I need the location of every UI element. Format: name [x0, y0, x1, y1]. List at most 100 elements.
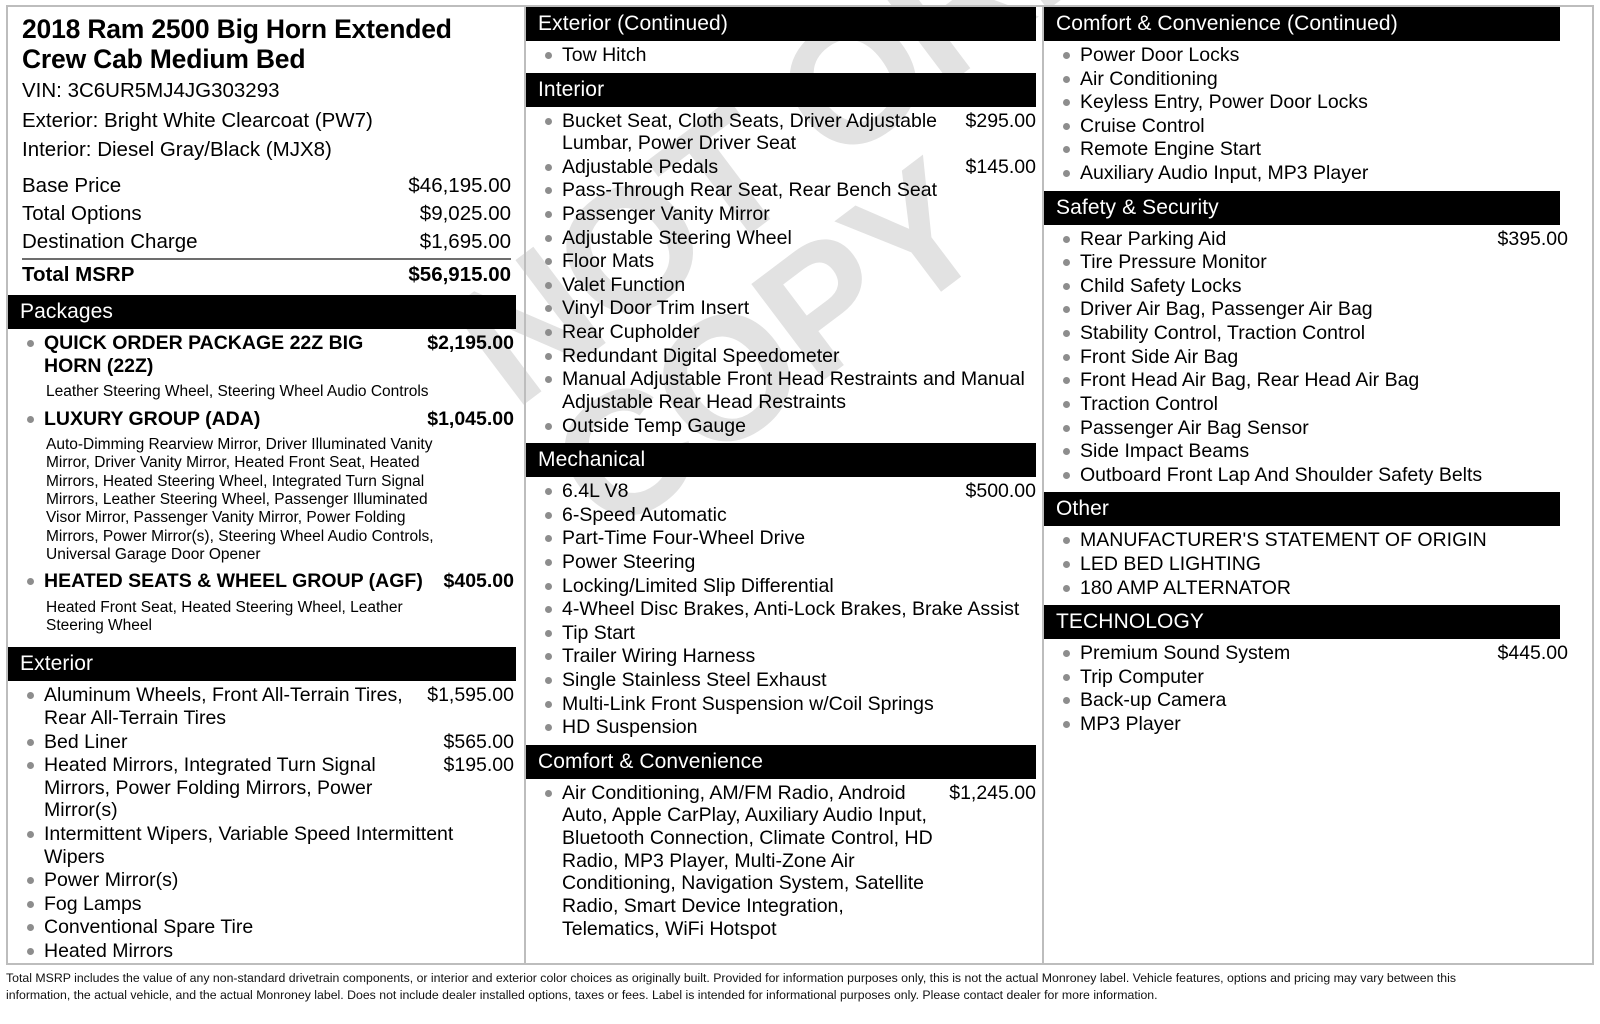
list-item: Passenger Vanity Mirror — [526, 203, 1042, 226]
item-price: $1,045.00 — [427, 407, 514, 430]
safety-security-list: Rear Parking Aid $395.00 Tire Pressure Mon… — [1044, 228, 1590, 487]
list-item: 6.4L V8 $500.00 — [526, 480, 1042, 503]
item-price: $1,595.00 — [427, 684, 514, 707]
list-item: LUXURY GROUP (ADA) $1,045.00 — [8, 408, 524, 431]
list-item: Intermittent Wipers, Variable Speed Inte… — [8, 823, 524, 868]
item-label: Front Side Air Bag — [1080, 345, 1239, 368]
item-label: Valet Function — [562, 273, 686, 296]
price-value: $46,195.00 — [408, 173, 511, 197]
list-item: 180 AMP ALTERNATOR — [1044, 577, 1590, 600]
list-item: Locking/Limited Slip Differential — [526, 575, 1042, 598]
item-label: Traction Control — [1080, 392, 1218, 415]
list-item: QUICK ORDER PACKAGE 22Z BIG HORN (22Z) $… — [8, 332, 524, 377]
section-header-technology: TECHNOLOGY — [1044, 605, 1560, 640]
vehicle-title: 2018 Ram 2500 Big Horn Extended Crew Cab… — [22, 14, 452, 75]
list-item: Keyless Entry, Power Door Locks — [1044, 91, 1590, 114]
item-label: Keyless Entry, Power Door Locks — [1080, 91, 1368, 114]
list-item: Bed Liner $565.00 — [8, 731, 524, 754]
list-item: Air Conditioning, AM/FM Radio, Android A… — [526, 782, 1042, 940]
item-label: Outboard Front Lap And Shoulder Safety B… — [1080, 463, 1483, 486]
item-label: Outside Temp Gauge — [562, 414, 746, 437]
exterior-list: Aluminum Wheels, Front All-Terrain Tires… — [8, 684, 524, 963]
list-item: LED BED LIGHTING — [1044, 553, 1590, 576]
list-item: Cruise Control — [1044, 115, 1590, 138]
item-label: Remote Engine Start — [1080, 138, 1262, 161]
disclaimer-footer: Total MSRP includes the value of any non… — [6, 970, 1586, 1003]
price-summary-table: Base Price $46,195.00 Total Options $9,0… — [22, 172, 511, 289]
item-label: Tow Hitch — [562, 44, 647, 66]
column-left: 2018 Ram 2500 Big Horn Extended Crew Cab… — [8, 7, 526, 963]
interior-list: Bucket Seat, Cloth Seats, Driver Adjusta… — [526, 110, 1042, 438]
exterior-continued-list: Tow Hitch — [526, 44, 1042, 67]
list-item: Manual Adjustable Front Head Restraints … — [526, 368, 1042, 413]
item-price: $195.00 — [443, 754, 515, 777]
list-item: Stability Control, Traction Control — [1044, 322, 1590, 345]
item-label: 6-Speed Automatic — [562, 503, 727, 526]
item-label: Intermittent Wipers, Variable Speed Inte… — [44, 822, 454, 868]
section-header-comfort-convenience-continued: Comfort & Convenience (Continued) — [1044, 7, 1560, 41]
section-header-other: Other — [1044, 492, 1560, 527]
column-middle: Exterior (Continued) Tow Hitch Interior … — [526, 7, 1044, 963]
item-price: $2,195.00 — [427, 332, 514, 355]
item-label: Power Steering — [562, 550, 696, 573]
item-label: Rear Parking Aid — [1080, 227, 1227, 250]
package-description: Auto-Dimming Rearview Mirror, Driver Ill… — [46, 436, 434, 563]
item-label: Back-up Camera — [1080, 689, 1227, 712]
item-label: Fog Lamps — [44, 892, 142, 915]
item-price: $445.00 — [1497, 642, 1569, 665]
technology-list: Premium Sound System $445.00 Trip Computer… — [1044, 642, 1590, 735]
list-item: Tip Start — [526, 622, 1042, 645]
comfort-convenience-list: Air Conditioning, AM/FM Radio, Android A… — [526, 782, 1042, 963]
item-label: MP3 Player — [1080, 713, 1181, 736]
item-label: 6.4L V8 — [562, 480, 629, 503]
item-price: $1,245.00 — [949, 781, 1036, 804]
item-label: Air Conditioning — [1080, 67, 1218, 90]
price-label: Base Price — [22, 173, 122, 197]
item-label: Trailer Wiring Harness — [562, 645, 756, 668]
list-item: Conventional Spare Tire — [8, 916, 524, 939]
list-item: HD Suspension — [526, 716, 1042, 739]
item-label: Cruise Control — [1080, 114, 1205, 137]
mechanical-list: 6.4L V8 $500.00 6-Speed Automatic Part-Time… — [526, 480, 1042, 739]
item-label: Tip Start — [562, 621, 635, 644]
list-item: Vinyl Door Trim Insert — [526, 297, 1042, 320]
list-item: Power Mirror(s) — [8, 869, 524, 892]
sticker-panel: 2018 Ram 2500 Big Horn Extended Crew Cab… — [6, 5, 1594, 965]
list-item: Heated Mirrors, Integrated Turn Signal M… — [8, 754, 524, 822]
list-item: Power Door Locks — [1044, 44, 1590, 67]
list-item: Tire Pressure Monitor — [1044, 251, 1590, 274]
item-label: Multi-Link Front Suspension w/Coil Sprin… — [562, 692, 934, 715]
list-item: Heated Mirrors — [8, 940, 524, 963]
item-label: Bucket Seat, Cloth Seats, Driver Adjusta… — [562, 109, 938, 155]
vehicle-exterior-color: Exterior: Bright White Clearcoat (PW7) — [22, 108, 373, 132]
item-label: Single Stainless Steel Exhaust — [562, 669, 827, 692]
package-description: Leather Steering Wheel, Steering Wheel A… — [46, 383, 429, 401]
section-header-packages: Packages — [8, 295, 516, 330]
item-label: Rear Cupholder — [562, 321, 700, 344]
list-item: Pass-Through Rear Seat, Rear Bench Seat — [526, 179, 1042, 202]
item-label: Redundant Digital Speedometer — [562, 344, 840, 367]
list-item: Rear Parking Aid $395.00 — [1044, 228, 1590, 251]
item-price: $405.00 — [443, 570, 515, 593]
vehicle-vin: VIN: 3C6UR5MJ4JG303293 — [22, 79, 280, 103]
item-label: Adjustable Steering Wheel — [562, 226, 792, 249]
list-item: Power Steering — [526, 551, 1042, 574]
section-header-exterior: Exterior — [8, 647, 516, 682]
item-price: $145.00 — [965, 155, 1037, 178]
price-label: Total MSRP — [22, 262, 135, 286]
list-item: Multi-Link Front Suspension w/Coil Sprin… — [526, 693, 1042, 716]
packages-list: QUICK ORDER PACKAGE 22Z BIG HORN (22Z) $… — [8, 332, 524, 641]
list-item: Floor Mats — [526, 250, 1042, 273]
vehicle-interior-color: Interior: Diesel Gray/Black (MJX8) — [22, 137, 332, 161]
item-label: Pass-Through Rear Seat, Rear Bench Seat — [562, 179, 938, 202]
price-row-destination: Destination Charge $1,695.00 — [22, 228, 511, 256]
list-item: Redundant Digital Speedometer — [526, 345, 1042, 368]
price-row-options: Total Options $9,025.00 — [22, 200, 511, 228]
list-item: Adjustable Pedals $145.00 — [526, 156, 1042, 179]
list-item: Front Head Air Bag, Rear Head Air Bag — [1044, 369, 1590, 392]
item-label: Bed Liner — [44, 730, 128, 753]
list-item: Trailer Wiring Harness — [526, 645, 1042, 668]
item-label: QUICK ORDER PACKAGE 22Z BIG HORN (22Z) — [44, 332, 364, 377]
other-list: MANUFACTURER'S STATEMENT OF ORIGIN LED BE… — [1044, 529, 1590, 599]
item-label: Passenger Air Bag Sensor — [1080, 416, 1309, 439]
